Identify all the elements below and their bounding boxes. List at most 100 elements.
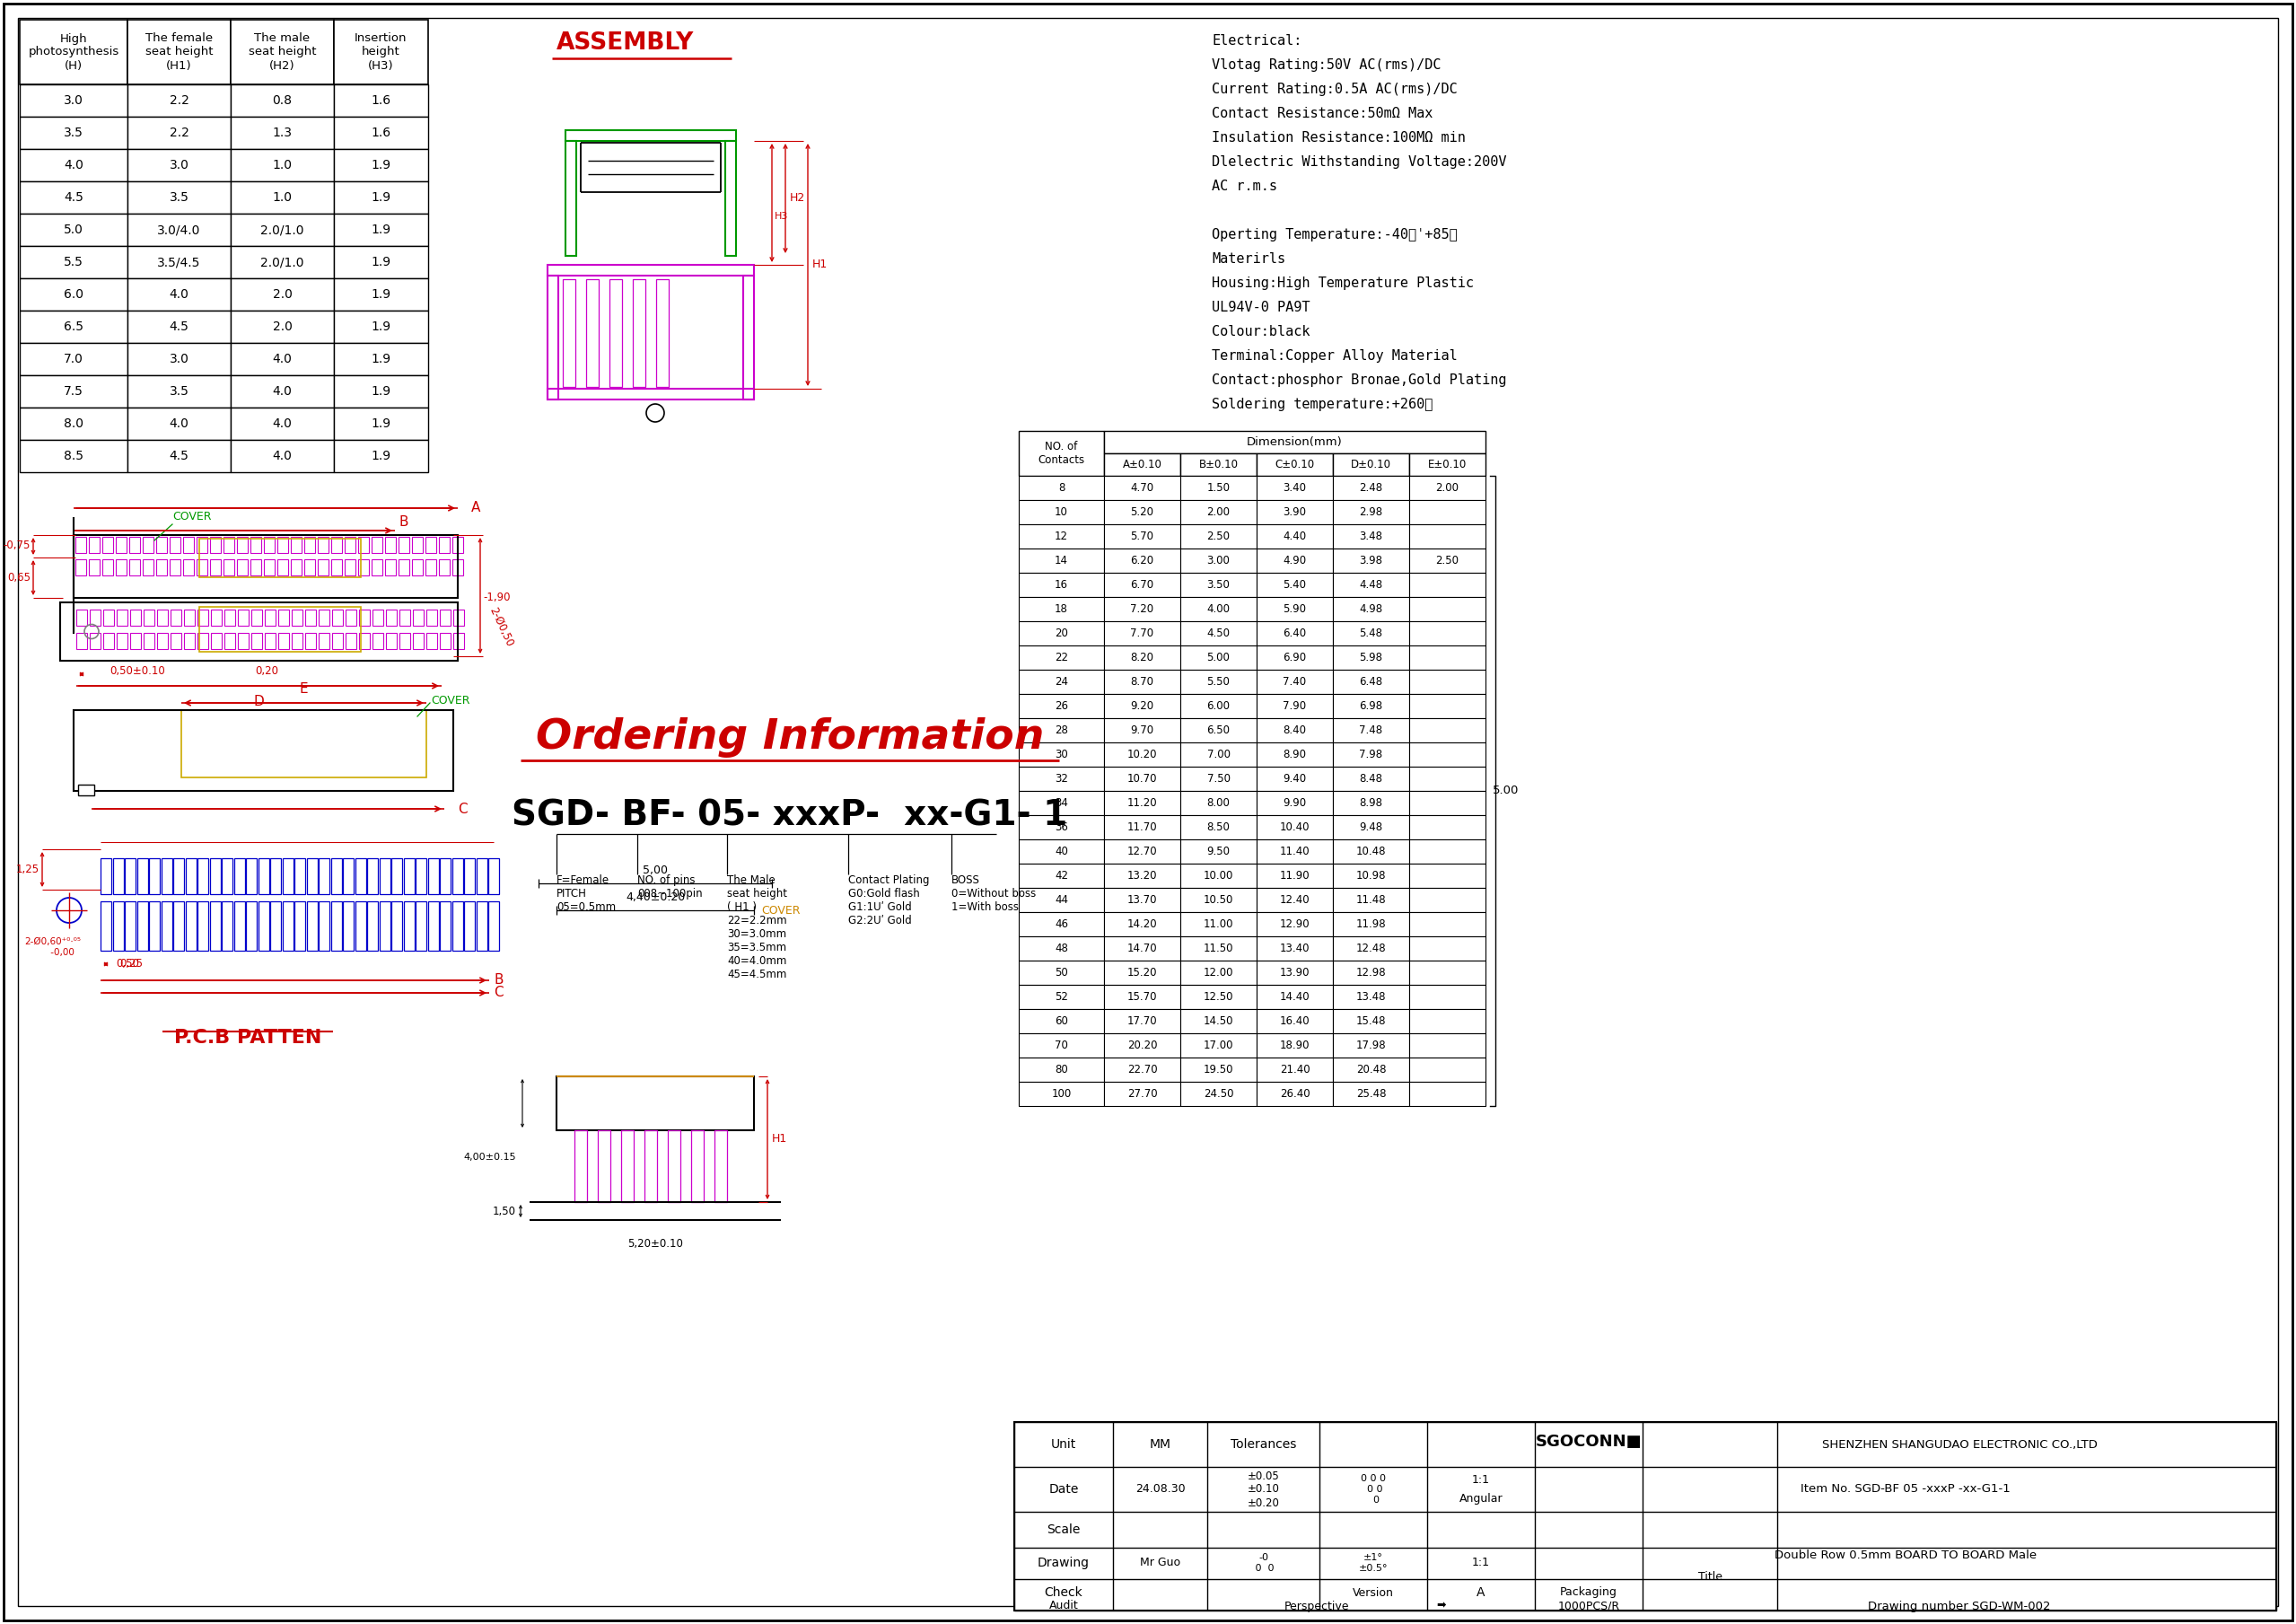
Bar xyxy=(200,539,360,577)
Bar xyxy=(464,857,475,895)
Bar xyxy=(209,901,220,950)
Bar xyxy=(1410,984,1486,1009)
Bar xyxy=(333,149,427,182)
Bar xyxy=(1104,1033,1180,1057)
Text: 12: 12 xyxy=(1054,531,1068,542)
Bar xyxy=(129,214,230,245)
Text: 1.0: 1.0 xyxy=(273,159,292,172)
Bar xyxy=(1104,913,1180,937)
Text: 4.48: 4.48 xyxy=(1359,580,1382,591)
Text: 12.00: 12.00 xyxy=(1203,966,1233,979)
Text: H2: H2 xyxy=(790,193,806,205)
Text: Housing:High Temperature Plastic: Housing:High Temperature Plastic xyxy=(1212,276,1474,291)
Bar xyxy=(223,538,234,554)
Bar xyxy=(209,538,220,554)
Text: 9.20: 9.20 xyxy=(1130,700,1155,711)
Bar xyxy=(400,538,409,554)
Bar xyxy=(21,310,129,343)
Text: 13.20: 13.20 xyxy=(1127,870,1157,882)
Bar xyxy=(230,440,333,473)
Bar xyxy=(1410,573,1486,598)
Bar xyxy=(1019,525,1104,549)
Bar xyxy=(645,1130,657,1202)
Bar xyxy=(250,538,262,554)
Text: 1:1: 1:1 xyxy=(1472,1475,1490,1486)
Bar xyxy=(234,901,246,950)
Bar xyxy=(319,901,328,950)
Bar xyxy=(186,901,195,950)
Text: 7.00: 7.00 xyxy=(1208,749,1231,760)
Bar xyxy=(1180,913,1256,937)
Bar xyxy=(186,857,195,895)
Bar xyxy=(475,857,487,895)
Bar xyxy=(129,182,230,214)
Bar xyxy=(1334,913,1410,937)
Text: B: B xyxy=(400,515,409,529)
Text: 3.5: 3.5 xyxy=(64,127,83,140)
Bar xyxy=(1180,453,1256,476)
Text: 15.20: 15.20 xyxy=(1127,966,1157,979)
Text: 13.40: 13.40 xyxy=(1279,942,1309,955)
Bar xyxy=(113,901,124,950)
Text: 1.3: 1.3 xyxy=(273,127,292,140)
Bar xyxy=(239,633,248,650)
Text: 9.48: 9.48 xyxy=(1359,822,1382,833)
Bar xyxy=(1180,888,1256,913)
Text: 22: 22 xyxy=(1054,651,1068,664)
Bar xyxy=(1180,960,1256,984)
Text: 44: 44 xyxy=(1054,895,1068,906)
Text: 0,50: 0,50 xyxy=(115,958,140,970)
Text: 60: 60 xyxy=(1054,1015,1068,1026)
Bar xyxy=(1256,913,1334,937)
Bar xyxy=(305,559,315,575)
Text: 15.48: 15.48 xyxy=(1357,1015,1387,1026)
Text: 7.98: 7.98 xyxy=(1359,749,1382,760)
Text: Electrical:: Electrical: xyxy=(1212,34,1302,47)
Bar xyxy=(452,901,464,950)
Text: 25.48: 25.48 xyxy=(1357,1088,1387,1099)
Text: 48: 48 xyxy=(1054,942,1068,955)
Text: C: C xyxy=(494,986,503,1000)
Bar xyxy=(691,1130,703,1202)
Text: 8.48: 8.48 xyxy=(1359,773,1382,784)
Text: 11.00: 11.00 xyxy=(1203,919,1233,931)
Bar xyxy=(416,901,427,950)
Bar xyxy=(73,710,452,791)
Bar xyxy=(342,901,354,950)
Bar xyxy=(1256,525,1334,549)
Bar xyxy=(211,633,223,650)
Bar xyxy=(1019,598,1104,622)
Bar xyxy=(1410,1033,1486,1057)
Bar xyxy=(427,901,439,950)
Bar xyxy=(129,310,230,343)
Text: 52: 52 xyxy=(1054,991,1068,1002)
Bar xyxy=(400,609,411,625)
Text: 8.50: 8.50 xyxy=(1208,822,1231,833)
Text: 4.0: 4.0 xyxy=(273,352,292,365)
Text: 6.00: 6.00 xyxy=(1208,700,1231,711)
Bar xyxy=(308,857,317,895)
Text: 27.70: 27.70 xyxy=(1127,1088,1157,1099)
Bar xyxy=(574,1130,588,1202)
Bar xyxy=(170,559,181,575)
Text: 14.20: 14.20 xyxy=(1127,919,1157,931)
Bar xyxy=(416,857,427,895)
Bar xyxy=(1180,573,1256,598)
Text: 9.90: 9.90 xyxy=(1283,797,1306,809)
Bar xyxy=(1180,840,1256,864)
Text: 10.20: 10.20 xyxy=(1127,749,1157,760)
Text: SGOCONN■: SGOCONN■ xyxy=(1536,1434,1642,1450)
Text: 5.00: 5.00 xyxy=(1492,784,1520,797)
Text: 1000PCS/R: 1000PCS/R xyxy=(1557,1600,1619,1613)
Bar xyxy=(1180,791,1256,815)
Bar xyxy=(1410,888,1486,913)
Bar xyxy=(230,182,333,214)
Bar xyxy=(1256,622,1334,645)
Bar xyxy=(1019,937,1104,960)
Bar xyxy=(308,901,317,950)
Text: 24: 24 xyxy=(1054,676,1068,687)
Bar xyxy=(1019,913,1104,937)
Text: Audit: Audit xyxy=(1049,1600,1079,1613)
Bar xyxy=(1019,549,1104,573)
Text: 80: 80 xyxy=(1054,1064,1068,1075)
